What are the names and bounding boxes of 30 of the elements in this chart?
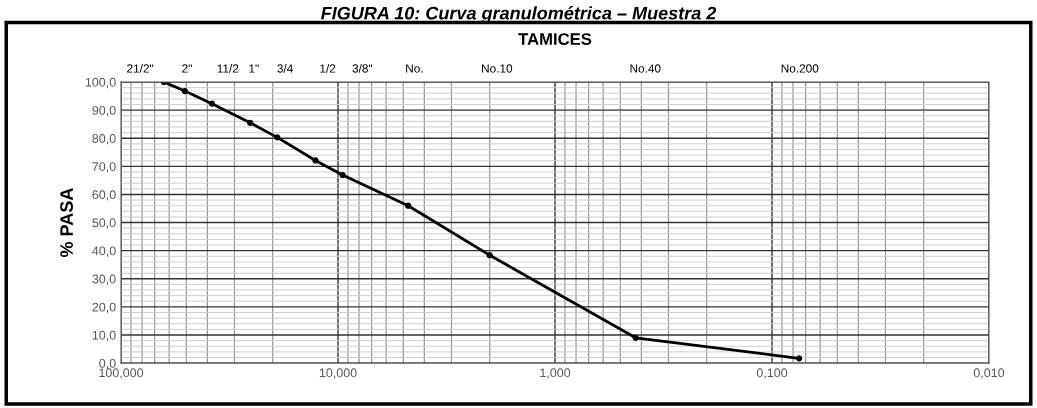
y-tick-label: 70,0 — [92, 162, 116, 173]
text: 11/2 — [217, 63, 239, 73]
x-tick-label: 0,100 — [756, 368, 788, 379]
text: 2" — [182, 64, 192, 73]
text: No.200 — [781, 64, 819, 73]
text: No.10 — [482, 64, 513, 73]
y-tick-label: 60,0 — [92, 190, 116, 201]
x-tick-label: 100,000 — [99, 368, 144, 379]
chart-title: FIGURA 10: Curva granulométrica – Muestra 2 — [321, 6, 717, 24]
y-axis-title: % PASA — [60, 188, 73, 258]
y-tick-label: 10,0 — [92, 330, 116, 342]
text: No. — [406, 64, 423, 73]
y-tick-label: 20,0 — [92, 302, 116, 314]
x-tick-label: 0,010 — [973, 368, 1005, 379]
text: 3/8" — [352, 63, 373, 73]
text: 3/4 — [277, 63, 293, 73]
y-tick-label: 0,0 — [99, 358, 116, 370]
text: No.40 — [630, 64, 661, 73]
y-tick-label: 100,0 — [85, 77, 116, 89]
y-tick-label: 40,0 — [92, 246, 116, 257]
y-tick-label: 30,0 — [92, 274, 116, 285]
text: 1" — [249, 64, 259, 73]
x-tick-label: 1,000 — [540, 368, 571, 379]
x-tick-label: 10,000 — [319, 368, 357, 379]
text: 1/2 — [320, 63, 336, 73]
y-tick-label: 80,0 — [92, 134, 116, 145]
y-tick-label: 90,0 — [92, 105, 116, 117]
y-tick-label: 50,0 — [92, 218, 116, 229]
x2-axis-title: TAMICES — [518, 33, 592, 45]
text: 21/2" — [127, 63, 154, 73]
